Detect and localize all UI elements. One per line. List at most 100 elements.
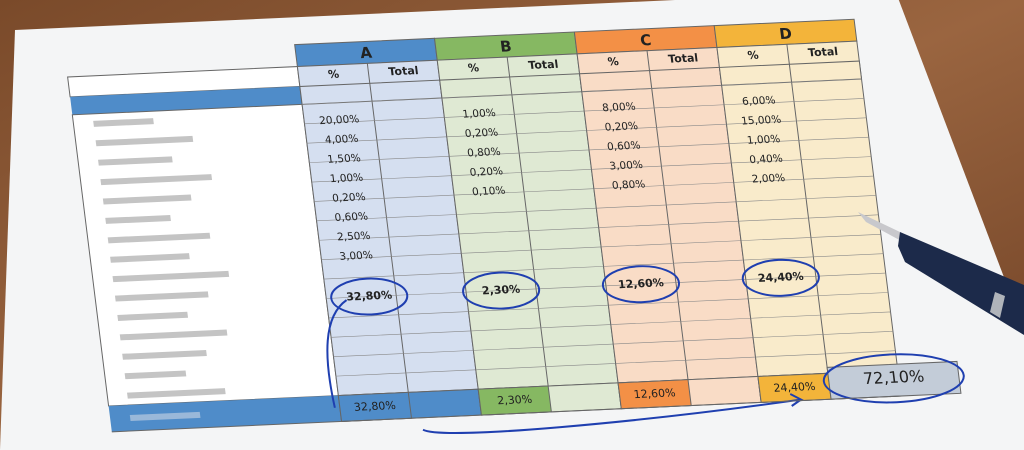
blurred-label: [102, 194, 192, 205]
row-line: [441, 91, 582, 99]
column-total: 12,60%: [633, 386, 676, 401]
row-line: [598, 220, 739, 228]
cell-value: 0,60%: [606, 140, 641, 153]
row-line: [318, 233, 459, 241]
row-line: [738, 214, 879, 222]
cell-value: 1,50%: [327, 152, 362, 165]
circled-total: 12,60%: [617, 276, 664, 291]
row-line: [449, 149, 590, 157]
column-name: D: [778, 25, 793, 43]
subheader: Total: [528, 58, 560, 72]
cell-value: 2,50%: [336, 230, 371, 243]
divider: [646, 50, 689, 380]
blurred-label: [110, 253, 190, 263]
cell-value: 0,80%: [611, 178, 646, 191]
row-line: [591, 162, 732, 170]
row-line: [613, 337, 754, 345]
divider: [506, 57, 549, 387]
table-edge: [111, 395, 902, 433]
row-line: [745, 272, 886, 280]
blurred-label: [95, 135, 194, 147]
row-line: [743, 253, 884, 261]
cell-value: 0,20%: [332, 191, 367, 204]
blurred-label: [127, 388, 226, 399]
cell-value: 4,00%: [324, 133, 359, 146]
cell-value: 3,00%: [339, 249, 374, 262]
cell-value: 20,00%: [319, 113, 360, 127]
circled-total: 24,40%: [757, 270, 804, 285]
row-line: [721, 78, 862, 86]
row-line: [328, 311, 469, 319]
blurred-label: [98, 156, 173, 166]
blurred-label: [119, 329, 228, 341]
divider: [786, 44, 829, 374]
row-line: [311, 175, 452, 183]
column-total: 2,30%: [496, 393, 532, 408]
row-line: [470, 324, 611, 332]
ink-circle: [601, 265, 680, 304]
row-line: [731, 156, 872, 164]
row-line: [323, 272, 464, 280]
row-line: [302, 97, 442, 105]
row-line: [458, 227, 599, 235]
row-line: [331, 330, 472, 338]
row-line: [473, 343, 614, 351]
label-column: [71, 103, 339, 407]
row-line: [748, 292, 889, 300]
divider: [366, 63, 409, 393]
row-line: [581, 85, 722, 92]
subheader: %: [467, 61, 480, 74]
ink-circle: [822, 353, 965, 404]
row-line: [468, 304, 609, 312]
row-line: [755, 350, 896, 358]
ink-circle: [741, 258, 820, 297]
blurred-label: [114, 291, 209, 302]
ink-circle: [330, 277, 409, 316]
row-line: [610, 317, 751, 325]
row-line: [335, 369, 476, 377]
cell-value: 1,00%: [746, 133, 781, 146]
blurred-label: [129, 411, 201, 421]
row-line: [753, 331, 893, 338]
cell-value: 2,00%: [751, 172, 786, 185]
subheader: Total: [388, 64, 420, 78]
subheader: Total: [807, 45, 839, 59]
row-line: [586, 123, 727, 131]
cell-value: 0,80%: [467, 146, 502, 159]
cell-value: 15,00%: [741, 114, 782, 128]
row-line: [475, 363, 616, 371]
row-line: [444, 110, 585, 118]
row-line: [615, 356, 756, 364]
row-line: [456, 207, 597, 215]
row-line: [724, 98, 864, 106]
row-line: [750, 311, 891, 319]
row-line: [309, 155, 450, 163]
column-total: 32,80%: [353, 399, 396, 414]
row-line: [333, 350, 474, 358]
row-line: [601, 240, 742, 248]
blurred-label: [93, 118, 154, 127]
cell-value: 0,40%: [749, 153, 784, 166]
grand-total: 72,10%: [862, 367, 925, 389]
circled-total: 32,80%: [346, 289, 393, 304]
cell-value: 1,00%: [329, 172, 364, 185]
ink-circle: [462, 271, 541, 310]
row-line: [736, 195, 877, 203]
subheader: %: [327, 68, 340, 81]
row-line: [596, 201, 737, 209]
row-line: [326, 291, 467, 299]
cell-value: 3,00%: [609, 159, 644, 172]
blurred-label: [107, 232, 211, 244]
cell-value: 0,20%: [604, 120, 639, 133]
ink-arrow: [326, 299, 348, 408]
column-name: A: [359, 44, 373, 62]
spreadsheet: A% Total 20,00% 4,00% 1,50% 1,00% 0,20% 0,60% 2,…: [67, 18, 965, 434]
row-line: [584, 104, 725, 112]
column-name: C: [639, 31, 652, 49]
row-line: [603, 259, 744, 267]
subheader: Total: [667, 51, 699, 65]
blurred-label: [105, 214, 171, 224]
circled-total: 2,30%: [481, 283, 521, 298]
